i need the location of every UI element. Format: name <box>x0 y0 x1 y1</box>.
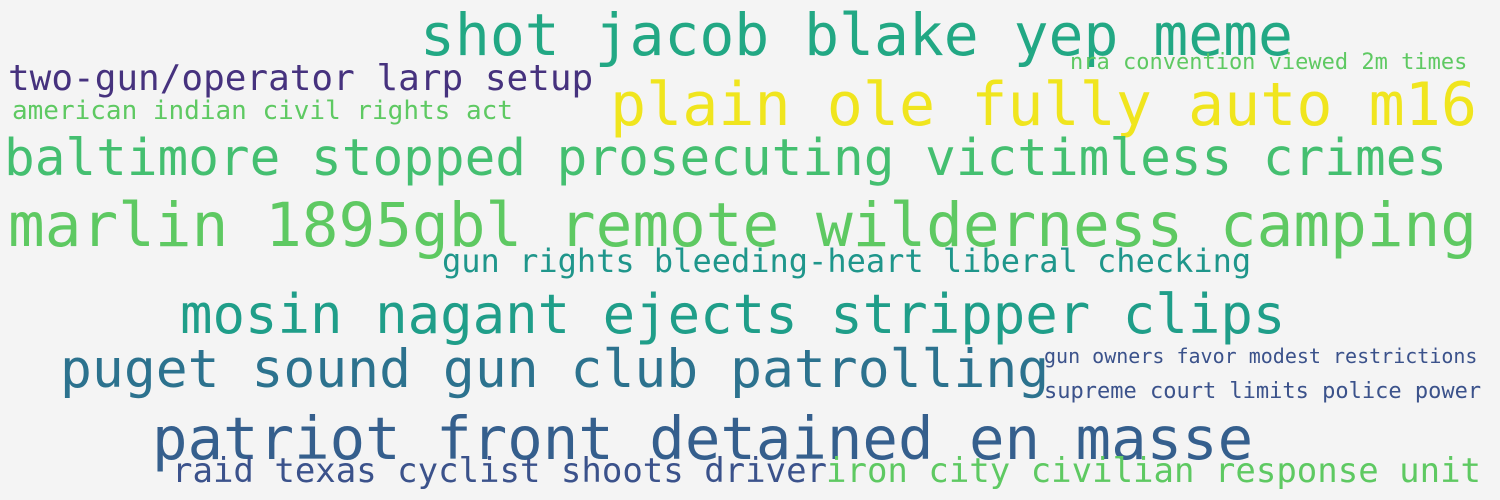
phrase-supreme-court-limits: supreme court limits police power <box>1044 379 1482 404</box>
phrase-raid-texas-cyclist: raid texas cyclist shoots driver <box>172 451 828 491</box>
phrase-two-gun-operator: two-gun/operator larp setup <box>8 58 594 99</box>
phrase-plain-ole-fully-auto: plain ole fully auto m16 <box>610 70 1477 140</box>
phrase-american-indian-civil: american indian civil rights act <box>12 96 513 126</box>
phrase-gun-rights-bleeding-heart: gun rights bleeding-heart liberal checki… <box>442 242 1252 280</box>
phrase-baltimore-stopped: baltimore stopped prosecuting victimless… <box>4 129 1448 188</box>
phrase-iron-city-civilian: iron city civilian response unit <box>826 451 1482 491</box>
phrase-gun-owners-favor: gun owners favor modest restrictions <box>1044 344 1478 368</box>
phrase-nra-convention: nra convention viewed 2m times <box>1070 50 1468 75</box>
phrase-puget-sound-gun-club: puget sound gun club patrolling <box>60 339 1050 400</box>
phrase-marlin-1895gbl: marlin 1895gbl remote wilderness camping <box>8 190 1478 261</box>
phrase-patriot-front: patriot front detained en masse <box>152 404 1254 473</box>
phrase-mosin-nagant: mosin nagant ejects stripper clips <box>180 283 1286 346</box>
phrase-shot-jacob-blake: shot jacob blake yep meme <box>420 1 1293 69</box>
